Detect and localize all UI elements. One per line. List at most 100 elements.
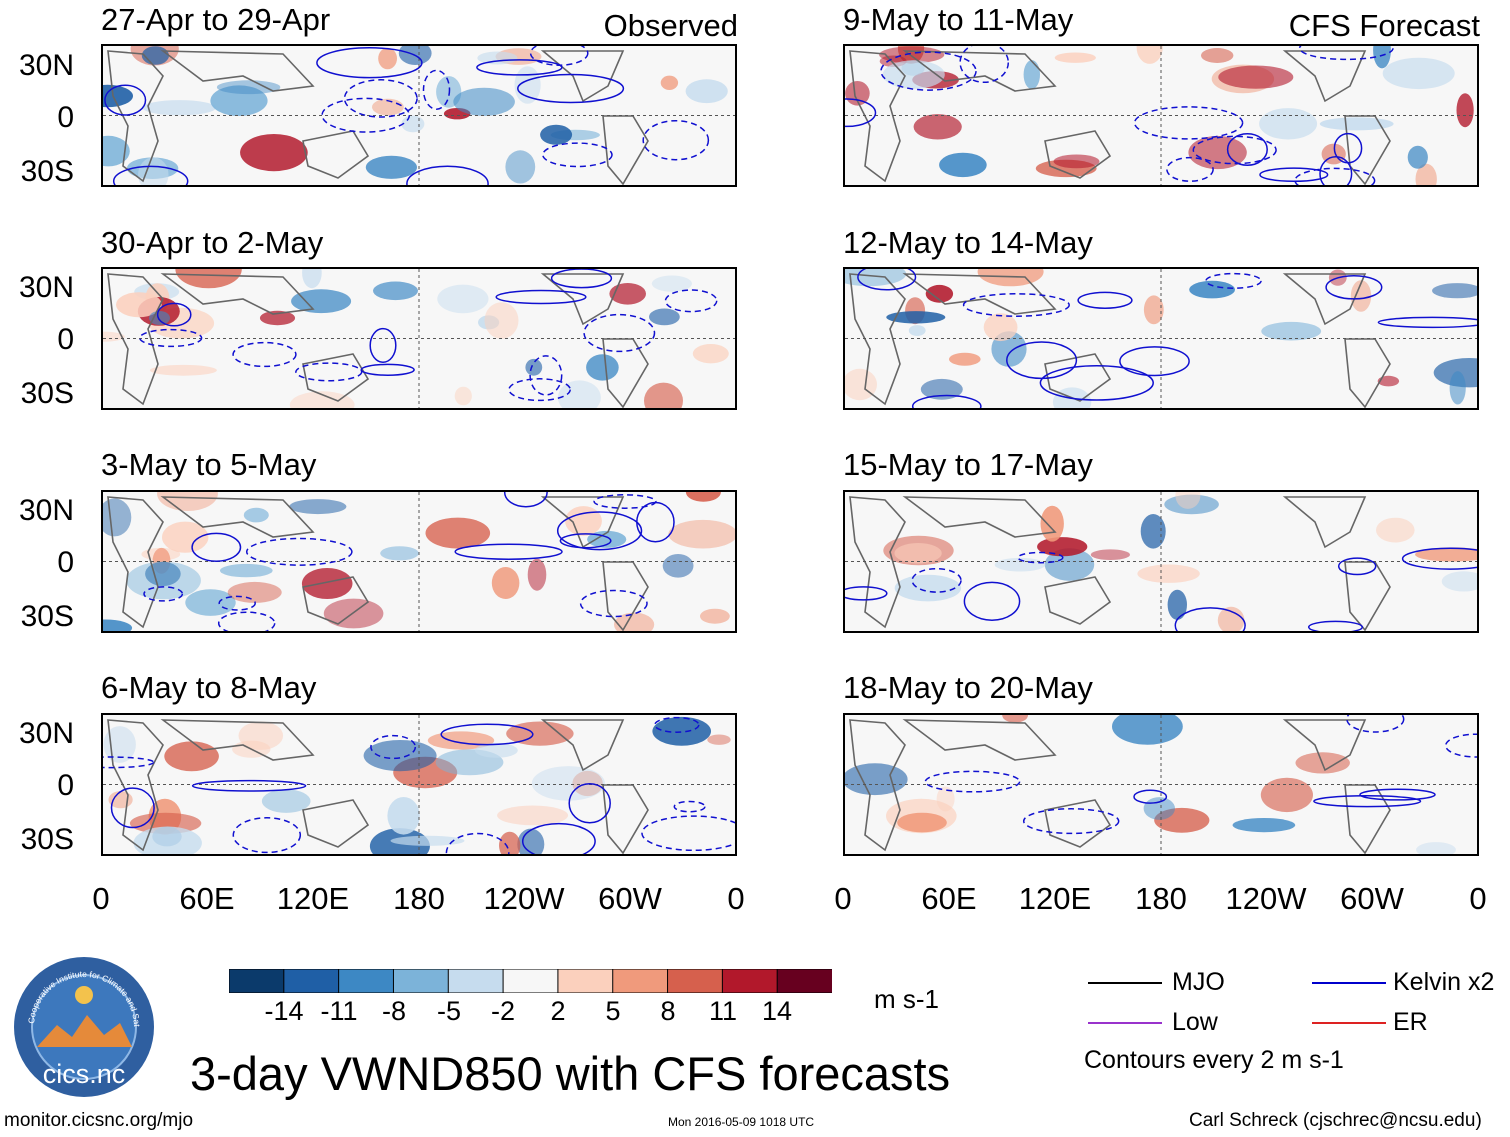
- kelvin-contour: [1333, 132, 1363, 164]
- coastline: [540, 273, 625, 326]
- anomaly-shading: [936, 786, 955, 812]
- map-panel: [101, 44, 737, 187]
- footer-author: Carl Schreck (cjschrec@ncsu.edu): [1189, 1110, 1482, 1131]
- kelvin-contour: [529, 355, 563, 396]
- anomaly-shading: [227, 581, 282, 603]
- map-canvas: [845, 46, 1477, 185]
- lon-label: 0: [92, 881, 110, 916]
- anomaly-shading: [1175, 492, 1201, 509]
- coastline: [849, 273, 906, 406]
- kelvin-contour: [521, 822, 596, 854]
- kelvin-contour: [191, 779, 307, 792]
- kelvin-contour: [550, 269, 613, 289]
- coastline: [540, 719, 625, 772]
- anomaly-shading: [662, 554, 694, 578]
- coastline: [1282, 496, 1367, 549]
- anomaly-shading: [1136, 46, 1163, 64]
- kelvin-contour: [495, 289, 587, 305]
- colorbar-units: m s-1: [874, 984, 939, 1014]
- panel-title: 12-May to 14-May: [843, 225, 1093, 260]
- anomaly-shading: [142, 100, 216, 116]
- map-panel: [101, 267, 737, 410]
- anomaly-shading: [484, 302, 519, 339]
- kelvin-contour: [1359, 788, 1436, 801]
- anomaly-shading: [1261, 321, 1322, 341]
- anomaly-shading: [210, 85, 268, 116]
- lon-label: 180: [1135, 881, 1187, 916]
- anomaly-shading: [162, 521, 209, 553]
- kelvin-contour: [1401, 547, 1477, 570]
- kelvin-contour: [542, 142, 613, 168]
- map-canvas: [103, 269, 735, 408]
- kelvin-contour: [1119, 346, 1190, 377]
- coastline: [1282, 273, 1367, 326]
- kelvin-contour: [218, 595, 256, 611]
- anomaly-shading: [983, 313, 1018, 342]
- anomaly-shading: [157, 492, 218, 511]
- anomaly-shading: [845, 763, 908, 796]
- kelvin-contour: [1133, 106, 1244, 140]
- anomaly-shading: [365, 155, 417, 179]
- anomaly-shading: [614, 612, 655, 631]
- coastline: [602, 115, 649, 185]
- kelvin-contour: [503, 492, 548, 508]
- anomaly-shading: [145, 561, 181, 586]
- anomaly-shading: [977, 269, 1044, 287]
- legend-label: ER: [1393, 1008, 1428, 1036]
- coastline: [1044, 576, 1112, 625]
- coastline: [160, 273, 315, 315]
- colorbar-label: -5: [436, 996, 462, 1026]
- kelvin-contour: [641, 815, 735, 852]
- anomaly-shading: [707, 734, 731, 745]
- kelvin-contour: [295, 362, 363, 382]
- anomaly-shading: [540, 124, 573, 145]
- colorbar-swatch: [502, 968, 559, 994]
- anomaly-shading: [1376, 517, 1415, 543]
- kelvin-contour: [406, 165, 489, 185]
- kelvin-contour: [583, 313, 656, 353]
- coastline: [602, 784, 649, 854]
- anomaly-shading: [103, 498, 132, 537]
- coastline: [107, 50, 164, 183]
- map-canvas: [103, 715, 735, 854]
- kelvin-contour: [880, 51, 977, 91]
- anomaly-shading: [1201, 48, 1234, 63]
- map-panel: [101, 490, 737, 633]
- kelvin-contour: [232, 817, 302, 854]
- kelvin-contour: [568, 783, 611, 824]
- kelvin-contour: [654, 716, 700, 733]
- coastline: [107, 496, 164, 629]
- anomaly-shading: [609, 283, 646, 305]
- kelvin-contour: [245, 537, 353, 566]
- panel-title: 30-Apr to 2-May: [101, 225, 324, 260]
- kelvin-contour: [963, 581, 1021, 621]
- colorbar-label: -2: [490, 996, 516, 1026]
- anomaly-shading: [1319, 117, 1394, 131]
- anomaly-shading: [216, 80, 281, 95]
- lat-label: 0: [57, 769, 74, 802]
- anomaly-shading: [497, 805, 569, 826]
- anomaly-shading: [1218, 65, 1294, 89]
- colorbar-label: -11: [320, 996, 358, 1026]
- anomaly-shading: [103, 619, 133, 631]
- lat-label: 0: [57, 323, 74, 356]
- cfs-forecast-label: CFS Forecast: [1288, 8, 1480, 43]
- colorbar-swatch: [721, 968, 779, 994]
- kelvin-contour: [112, 165, 189, 185]
- lon-label: 180: [393, 881, 445, 916]
- footer-url[interactable]: monitor.cicsnc.org/mjo: [4, 1110, 194, 1131]
- anomaly-shading: [425, 517, 491, 549]
- legend-note: Contours every 2 m s-1: [1084, 1046, 1344, 1074]
- legend-line-mjo: [1088, 982, 1162, 984]
- anomaly-shading: [1449, 371, 1466, 405]
- coastline: [302, 799, 370, 848]
- kelvin-contour: [422, 69, 451, 110]
- kelvin-contour: [360, 363, 415, 376]
- cics-logo: Cooperative Institute for Climate and Sa…: [10, 947, 157, 1100]
- observed-label: Observed: [603, 8, 738, 43]
- map-canvas: [103, 46, 735, 185]
- colorbar-swatches: [228, 968, 833, 994]
- anomaly-shading: [685, 79, 728, 104]
- colorbar-swatch: [338, 968, 395, 994]
- colorbar-swatch: [447, 968, 505, 994]
